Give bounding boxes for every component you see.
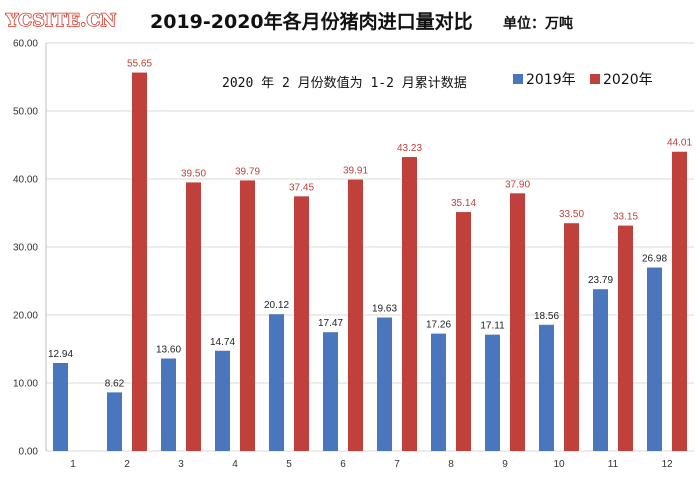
y-axis-ticks: 0.00 10.00 20.00 30.00 40.00 50.00 60.00 [13,39,38,458]
y-tick-label: 10.00 [13,379,38,390]
bar-2019 [377,317,392,451]
x-tick-label: 10 [553,459,565,470]
bar-2020 [186,182,201,451]
bar-2019 [215,350,230,451]
legend-swatch-2020 [590,74,600,84]
data-label-2020: 35.14 [451,198,476,209]
data-labels: 12.94 8.62 13.60 14.74 20.12 17.47 19.63 17.26 1… [48,59,692,390]
bar-2019 [269,314,284,451]
bar-2019 [53,363,68,451]
data-label-2020: 39.50 [181,168,206,179]
unit-label: 单位：万吨 [503,15,573,32]
x-axis-ticks: 1 2 3 4 5 6 7 8 9 10 11 12 [70,459,673,470]
x-tick-label: 12 [661,459,673,470]
legend-swatch-2019 [513,74,523,84]
bar-2020 [672,151,687,451]
x-tick-label: 2 [124,459,130,470]
data-label-2020: 33.50 [559,209,584,220]
data-label-2019: 14.74 [210,337,235,348]
bar-2019 [539,324,554,451]
x-tick-label: 1 [70,459,76,470]
bar-2020 [402,157,417,451]
legend-label-2020: 2020年 [603,72,653,88]
data-label-2019: 18.56 [534,311,559,322]
data-label-2019: 13.60 [156,345,181,356]
bar-2019 [431,333,446,451]
y-tick-label: 0.00 [19,447,39,458]
legend-label-2019: 2019年 [526,72,576,88]
bar-2020 [294,196,309,451]
data-label-2019: 12.94 [48,349,73,360]
data-label-2020: 55.65 [127,59,152,70]
data-label-2020: 39.79 [235,166,260,177]
bar-2020 [564,223,579,451]
bar-2020 [132,72,147,451]
chart-note: 2020 年 2 月份数值为 1-2 月累计数据 [222,75,467,91]
bar-2020 [456,212,471,451]
bars [53,72,687,452]
bar-2019 [593,289,608,451]
bar-2019 [107,392,122,451]
data-label-2019: 26.98 [642,254,667,265]
data-label-2019: 17.11 [480,321,505,332]
data-label-2019: 8.62 [105,378,125,389]
bar-2019 [323,332,338,451]
site-watermark: YCSITE.CN [5,11,117,31]
data-label-2019: 17.47 [318,318,343,329]
data-label-2020: 37.45 [289,182,314,193]
data-label-2020: 39.91 [343,166,368,177]
chart-title: 2019-2020年各月份猪肉进口量对比 [150,10,473,33]
data-label-2020: 43.23 [397,143,422,154]
data-label-2020: 37.90 [505,179,530,190]
y-tick-label: 30.00 [13,243,38,254]
data-label-2019: 23.79 [588,275,613,286]
y-tick-label: 20.00 [13,311,38,322]
x-tick-label: 4 [232,459,238,470]
bar-2020 [618,225,633,451]
y-tick-label: 50.00 [13,107,38,118]
x-tick-label: 7 [394,459,400,470]
bar-2019 [485,334,500,451]
data-label-2019: 17.26 [426,320,451,331]
bar-2019 [647,267,662,451]
x-tick-label: 9 [502,459,508,470]
legend: 2019年 2020年 [513,72,653,88]
x-tick-label: 8 [448,459,454,470]
data-label-2020: 44.01 [667,138,692,149]
bar-2020 [240,180,255,452]
gridlines [45,42,694,452]
bar-2019 [161,358,176,451]
y-tick-label: 40.00 [13,175,38,186]
data-label-2019: 20.12 [264,300,289,311]
x-tick-label: 6 [340,459,346,470]
y-tick-label: 60.00 [13,39,38,50]
bar-2020 [510,193,525,451]
bar-2020 [348,179,363,451]
data-label-2020: 33.15 [613,212,638,223]
data-label-2019: 19.63 [372,304,397,315]
x-tick-label: 5 [286,459,292,470]
x-tick-label: 3 [178,459,184,470]
x-tick-label: 11 [608,459,619,470]
